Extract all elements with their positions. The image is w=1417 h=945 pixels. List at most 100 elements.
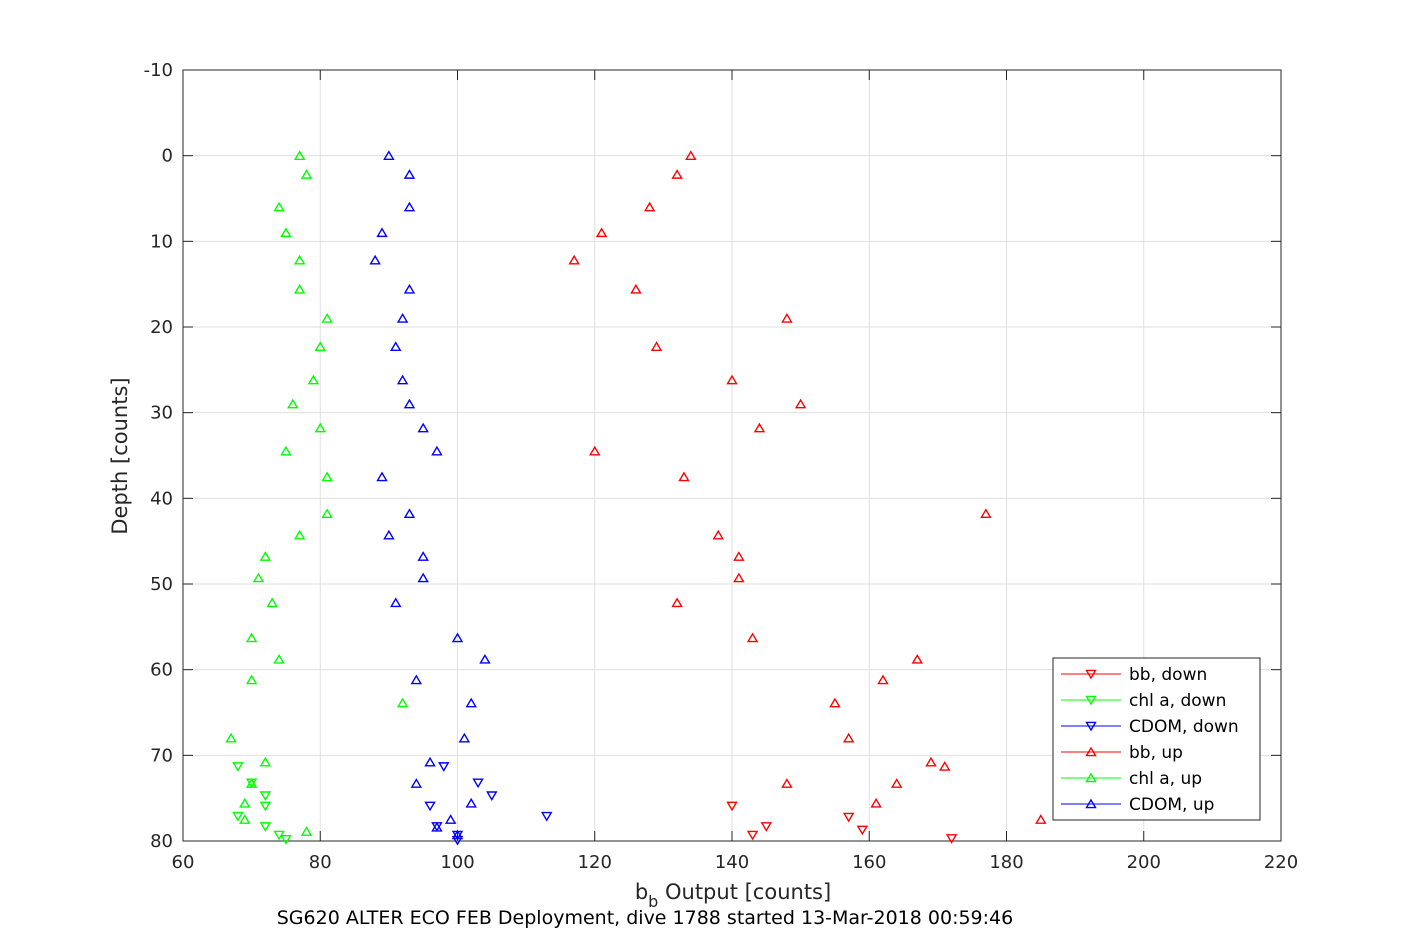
data-point bbox=[403, 508, 416, 519]
data-point bbox=[300, 826, 313, 836]
series-chl-a-up bbox=[225, 150, 409, 836]
legend-item: bb, up bbox=[1061, 743, 1183, 763]
data-point bbox=[444, 814, 457, 824]
chart-caption: SG620 ALTER ECO FEB Deployment, dive 178… bbox=[277, 907, 1013, 929]
y-axis-label: Depth [counts] bbox=[108, 377, 132, 534]
data-point bbox=[842, 732, 855, 743]
legend-label: bb, up bbox=[1129, 743, 1183, 763]
y-tick-label: 50 bbox=[150, 574, 173, 595]
data-point bbox=[273, 653, 285, 664]
series-bb-down bbox=[726, 801, 958, 844]
data-point bbox=[712, 529, 724, 540]
data-point bbox=[945, 834, 958, 844]
legend-marker bbox=[1085, 669, 1097, 680]
data-point bbox=[829, 697, 841, 708]
x-tick-label: 60 bbox=[172, 852, 195, 873]
y-tick-label: 70 bbox=[150, 745, 173, 766]
y-tick-label: 40 bbox=[150, 488, 173, 509]
data-point bbox=[733, 551, 745, 561]
legend: bb, down chl a, down CDOM, down bb, up chl a… bbox=[1052, 657, 1261, 821]
data-point bbox=[403, 201, 416, 212]
data-point bbox=[842, 812, 855, 823]
x-tick-label: 100 bbox=[440, 852, 474, 873]
x-tick-label: 140 bbox=[715, 852, 749, 873]
data-point bbox=[252, 572, 265, 583]
legend-label: bb, down bbox=[1129, 665, 1207, 685]
y-tick-label: 10 bbox=[150, 231, 173, 252]
data-point bbox=[451, 632, 464, 643]
data-point bbox=[781, 313, 793, 323]
data-point bbox=[540, 811, 553, 822]
data-point bbox=[293, 283, 306, 294]
data-point bbox=[239, 814, 251, 824]
data-point bbox=[630, 283, 642, 294]
data-point bbox=[856, 825, 869, 836]
data-point bbox=[403, 283, 416, 294]
data-point bbox=[383, 150, 395, 160]
data-point bbox=[383, 529, 395, 540]
data-point bbox=[458, 732, 471, 743]
data-point bbox=[417, 572, 429, 583]
data-point bbox=[376, 227, 388, 238]
legend-item: CDOM, up bbox=[1061, 795, 1214, 815]
data-point bbox=[369, 254, 381, 265]
data-point bbox=[939, 761, 951, 771]
series-cdom-down bbox=[424, 762, 553, 846]
data-point bbox=[746, 830, 759, 841]
data-point bbox=[403, 169, 416, 179]
data-point bbox=[980, 508, 992, 519]
data-point bbox=[239, 797, 251, 808]
data-point bbox=[259, 551, 272, 561]
data-point bbox=[376, 471, 388, 482]
data-point bbox=[479, 653, 491, 664]
data-point bbox=[307, 374, 320, 385]
data-point bbox=[396, 697, 409, 708]
x-axis: 60 80 100 120 140 160 180 200 220 bbox=[172, 70, 1298, 873]
x-axis-label-subscript: b bbox=[648, 892, 658, 911]
y-tick-label: 80 bbox=[150, 831, 173, 852]
x-axis-label-rest: Output [counts] bbox=[658, 880, 831, 904]
data-point bbox=[733, 572, 745, 583]
data-point bbox=[870, 797, 882, 808]
x-axis-label-main: b bbox=[635, 880, 648, 904]
data-point bbox=[451, 835, 464, 846]
data-point bbox=[911, 653, 924, 664]
data-point bbox=[746, 632, 759, 643]
data-point bbox=[726, 374, 738, 385]
data-point bbox=[280, 227, 292, 238]
y-tick-label: -10 bbox=[144, 60, 173, 81]
data-point bbox=[465, 697, 477, 708]
x-tick-label: 180 bbox=[989, 852, 1023, 873]
series-cdom-up bbox=[369, 150, 491, 840]
data-point bbox=[451, 829, 464, 840]
legend-box bbox=[1052, 657, 1261, 821]
legend-marker bbox=[1085, 798, 1097, 809]
legend-marker bbox=[1085, 721, 1097, 732]
data-point bbox=[280, 834, 292, 845]
x-tick-label: 160 bbox=[852, 852, 886, 873]
legend-item: bb, down bbox=[1061, 665, 1207, 685]
data-point bbox=[431, 821, 443, 832]
data-point bbox=[321, 471, 333, 482]
data-point bbox=[245, 674, 258, 685]
legend-label: CDOM, down bbox=[1129, 717, 1239, 737]
data-point bbox=[589, 445, 601, 456]
data-point bbox=[1035, 814, 1047, 824]
y-tick-label: 0 bbox=[162, 146, 173, 167]
data-point bbox=[314, 341, 326, 352]
x-tick-label: 220 bbox=[1264, 852, 1298, 873]
y-tick-label: 20 bbox=[150, 317, 173, 338]
data-point bbox=[225, 732, 237, 743]
data-point bbox=[595, 227, 608, 238]
legend-item: chl a, down bbox=[1061, 691, 1226, 711]
legend-label: CDOM, up bbox=[1129, 795, 1214, 815]
data-point bbox=[232, 762, 244, 772]
grid-lines bbox=[182, 69, 1282, 842]
data-point bbox=[760, 822, 773, 832]
legend-marker bbox=[1085, 772, 1097, 783]
data-point bbox=[417, 551, 429, 561]
data-point bbox=[726, 801, 738, 812]
y-tick-label: 30 bbox=[150, 403, 173, 424]
data-point bbox=[245, 778, 258, 788]
data-point bbox=[390, 341, 402, 352]
